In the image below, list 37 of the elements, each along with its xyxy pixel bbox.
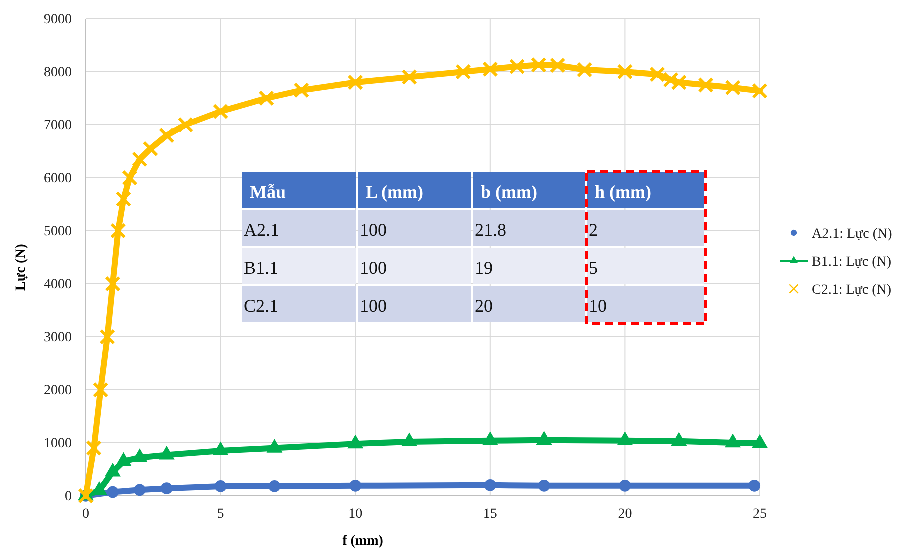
category-label: b (mm) [481, 182, 538, 202]
y-tick-label: 5000 [44, 224, 72, 240]
x-tick-label: 0 [82, 506, 90, 522]
text: C2.1 [244, 296, 279, 316]
text: B1.1 [244, 258, 279, 278]
y-tick-label: 9000 [44, 12, 72, 28]
legend-label: B1.1: Lực (N) [812, 255, 892, 270]
x-tick-label: 5 [217, 506, 224, 522]
x-tick-label: 20 [618, 506, 632, 522]
text: 100 [360, 220, 387, 240]
text: 20 [475, 296, 493, 316]
text: 10 [589, 296, 607, 316]
y-tick-label: 3000 [44, 330, 72, 346]
x-tick-label: 15 [483, 506, 498, 522]
y-tick-label: 1000 [44, 436, 72, 452]
text: 2 [589, 220, 598, 240]
category-label: h (mm) [595, 182, 652, 202]
y-tick-label: 2000 [44, 383, 72, 398]
y-tick-label: 4000 [44, 277, 72, 292]
text: 100 [360, 258, 387, 278]
legend-label: C2.1: Lực (N) [812, 283, 892, 298]
x-tick-label: 25 [753, 506, 767, 522]
category-label: L (mm) [366, 182, 424, 202]
text: A2.1 [244, 220, 280, 240]
y-tick-label: 8000 [44, 65, 72, 80]
text: 5 [589, 258, 598, 278]
x-tick-label: 10 [348, 506, 363, 522]
x-axis-title: f (mm) [342, 534, 384, 549]
text: 21.8 [475, 220, 506, 240]
text: 100 [360, 296, 387, 316]
y-tick-label: 7000 [44, 118, 72, 134]
legend-label: A2.1: Lực (N) [812, 227, 893, 242]
text: 19 [475, 258, 493, 278]
category-label: Mẫu [250, 182, 286, 202]
y-tick-label: 0 [65, 489, 72, 504]
y-axis-title: Lực (N) [14, 244, 29, 291]
y-tick-label: 6000 [44, 171, 72, 186]
